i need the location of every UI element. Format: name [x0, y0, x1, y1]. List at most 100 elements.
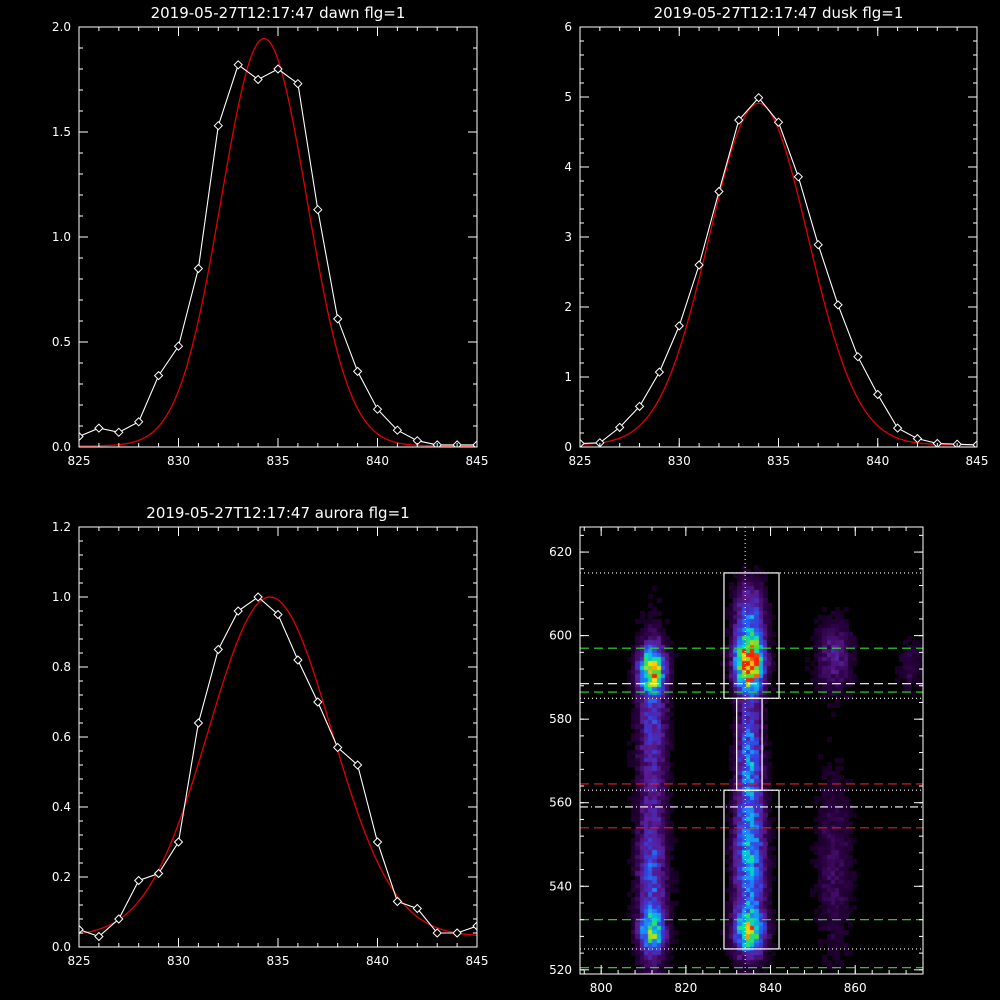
x-tick-label: 845: [966, 454, 989, 468]
y-tick-label: 1.0: [52, 230, 71, 244]
y-tick-label: 620: [549, 545, 572, 559]
x-tick-label: 840: [366, 954, 389, 968]
data-point-marker: [313, 697, 323, 707]
dawn-spectrum-panel: 825 830 835 840 845 0.0 0.5 1.0 1.5 2.0 2019-05-27…: [52, 4, 489, 468]
data-point-marker: [273, 64, 283, 74]
x-tick-label: 835: [767, 454, 790, 468]
data-point-marker: [153, 370, 164, 381]
x-tick-label: 830: [167, 454, 190, 468]
data-point-marker: [352, 760, 363, 770]
y-tick-label: 1.0: [52, 590, 71, 604]
y-tick-label: 0.4: [52, 800, 71, 814]
data-point-marker: [694, 260, 704, 270]
data-point-marker: [273, 609, 283, 620]
data-point-marker: [94, 423, 104, 433]
data-point-marker: [253, 74, 263, 85]
y-tick-label: 540: [549, 879, 572, 893]
y-tick-label: 0: [564, 440, 572, 454]
data-point-marker: [392, 425, 403, 435]
data-point-marker: [332, 742, 343, 753]
data-point-marker: [614, 422, 625, 433]
data-point-marker: [213, 120, 224, 131]
x-tick-label: 825: [68, 454, 91, 468]
data-point-marker: [79, 924, 84, 935]
x-tick-label: 835: [267, 454, 290, 468]
y-tick-label: 4: [564, 160, 572, 174]
data-point-marker: [173, 341, 184, 351]
data-point-marker: [793, 172, 804, 182]
y-tick-label: 3: [564, 230, 572, 244]
plot-frame: [579, 526, 924, 975]
data-point-marker: [392, 896, 403, 907]
x-tick-label: 840: [866, 454, 889, 468]
chart-title: 2019-05-27T12:17:47 dusk flg=1: [654, 4, 904, 22]
data-point-marker: [892, 423, 903, 433]
x-tick-label: 860: [844, 981, 867, 995]
data-point-marker: [94, 931, 104, 942]
y-tick-label: 580: [549, 712, 572, 726]
data-point-marker: [79, 431, 84, 442]
data-point-marker: [674, 321, 684, 331]
data-point-marker: [734, 115, 744, 125]
x-tick-label: 840: [366, 454, 389, 468]
y-tick-label: 520: [549, 963, 572, 977]
data-point-marker: [714, 186, 724, 197]
data-point-marker: [972, 440, 977, 447]
data-point-marker: [412, 903, 423, 914]
y-tick-label: 0.0: [52, 440, 71, 454]
x-tick-label: 825: [569, 454, 592, 468]
data-point-marker: [912, 433, 923, 444]
data-point-marker: [114, 914, 124, 924]
x-tick-label: 845: [466, 954, 489, 968]
data-point-marker: [114, 427, 124, 438]
data-point-marker: [213, 644, 224, 655]
data-point-marker: [293, 655, 303, 665]
data-point-marker: [654, 367, 665, 377]
data-point-marker: [873, 389, 883, 400]
y-tick-label: 0.8: [52, 660, 71, 674]
data-point-marker: [634, 401, 645, 412]
y-tick-label: 2.0: [52, 20, 71, 34]
y-tick-label: 0.2: [52, 870, 71, 884]
y-tick-label: 600: [549, 629, 572, 643]
x-tick-label: 830: [167, 954, 190, 968]
y-tick-label: 1.5: [52, 125, 71, 139]
chart-title: 2019-05-27T12:17:47 dawn flg=1: [151, 4, 406, 22]
detector-image-panel: 800 820 840 860 520 540 560 580 600 620: [549, 526, 924, 995]
y-tick-label: 560: [549, 796, 572, 810]
y-tick-label: 0.6: [52, 730, 71, 744]
data-point-marker: [313, 204, 323, 215]
data-point-marker: [293, 78, 303, 89]
data-point-marker: [432, 928, 442, 938]
y-tick-label: 5: [564, 90, 572, 104]
data-point-marker: [813, 239, 823, 250]
x-tick-label: 835: [267, 954, 290, 968]
x-tick-label: 830: [668, 454, 691, 468]
detector-image: [580, 527, 923, 974]
y-tick-label: 2: [564, 300, 572, 314]
data-point-marker: [833, 300, 843, 310]
y-tick-label: 0.0: [52, 940, 71, 954]
data-point-marker: [332, 314, 343, 324]
x-tick-label: 820: [674, 981, 697, 995]
data-point-marker: [173, 837, 184, 847]
data-point-marker: [472, 921, 477, 931]
data-point-marker: [472, 440, 477, 447]
extraction-box: [736, 697, 763, 791]
x-tick-label: 825: [68, 954, 91, 968]
data-point-marker: [153, 868, 164, 879]
data-point-marker: [233, 60, 243, 70]
data-point-marker: [193, 263, 204, 274]
y-tick-label: 6: [564, 20, 572, 34]
data-point-marker: [580, 438, 585, 447]
data-point-marker: [372, 837, 383, 847]
fit-curve: [580, 102, 977, 446]
x-tick-label: 845: [466, 454, 489, 468]
chart-title: 2019-05-27T12:17:47 aurora flg=1: [146, 504, 409, 522]
plot-area: [79, 592, 477, 942]
x-tick-label: 800: [590, 981, 613, 995]
data-point-marker: [133, 875, 144, 886]
data-point-marker: [133, 417, 144, 427]
data-point-marker: [452, 928, 462, 938]
